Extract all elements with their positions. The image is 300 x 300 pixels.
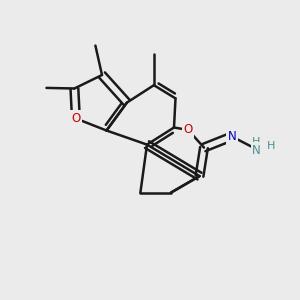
Text: O: O — [184, 123, 193, 136]
Text: N: N — [252, 143, 261, 157]
Text: H: H — [266, 141, 275, 152]
Text: O: O — [71, 112, 80, 125]
Text: H: H — [252, 136, 261, 147]
Text: N: N — [227, 130, 236, 143]
